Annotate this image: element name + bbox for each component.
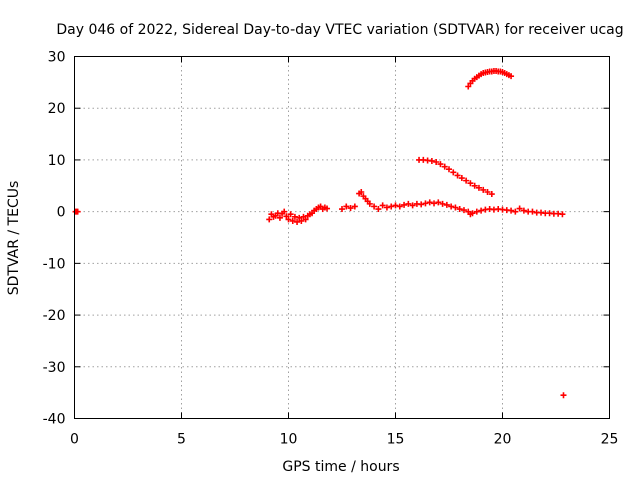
data-point <box>324 205 331 212</box>
data-point <box>471 182 478 189</box>
data-point <box>74 208 81 215</box>
data-point <box>529 208 536 215</box>
series-outlier <box>560 392 567 399</box>
data-point <box>512 208 519 215</box>
y-tick-label: -20 <box>43 308 66 324</box>
data-point <box>383 204 390 211</box>
data-point <box>469 210 476 217</box>
data-point <box>508 207 515 214</box>
y-tick-label: 20 <box>48 101 66 117</box>
data-point <box>475 184 482 191</box>
x-tick-label: 20 <box>494 432 512 448</box>
x-tick-label: 15 <box>387 432 405 448</box>
data-point <box>392 202 399 209</box>
data-point <box>443 201 450 208</box>
y-tick-label: 30 <box>48 50 66 66</box>
plot-frame <box>74 56 610 419</box>
data-point <box>508 73 515 80</box>
axis-ticks <box>74 56 610 419</box>
y-tick-label: 10 <box>48 153 66 169</box>
data-point <box>358 188 365 195</box>
data-point <box>351 203 358 210</box>
data-point <box>371 203 378 210</box>
series-upper-arc <box>465 67 515 90</box>
series-cluster-9-12h <box>266 203 331 225</box>
series-main-band-12-23h <box>339 188 566 218</box>
data-point <box>454 172 461 179</box>
data-point <box>465 83 472 90</box>
data-point <box>446 166 452 173</box>
series-isolated-early <box>72 208 81 215</box>
data-point <box>339 206 345 213</box>
data-point <box>289 217 296 224</box>
data-point <box>426 199 433 206</box>
data-point <box>302 216 309 223</box>
data-point <box>283 213 290 220</box>
data-point <box>396 203 403 210</box>
data-point <box>366 200 373 207</box>
data-point <box>516 205 523 212</box>
data-point <box>559 211 566 218</box>
y-tick-label: 0 <box>57 205 66 221</box>
data-points <box>72 67 567 399</box>
y-tick-label: -40 <box>43 412 66 428</box>
data-point <box>281 208 288 215</box>
data-point <box>388 203 395 210</box>
x-tick-label: 5 <box>177 432 186 448</box>
data-point <box>480 186 487 193</box>
data-point <box>291 213 298 220</box>
x-axis-label: GPS time / hours <box>282 459 399 475</box>
data-point <box>428 157 435 164</box>
data-point <box>560 392 567 399</box>
data-point <box>343 203 350 210</box>
data-point <box>437 161 444 168</box>
data-point <box>448 203 455 210</box>
chart-title: Day 046 of 2022, Sidereal Day-to-day VTE… <box>56 22 623 38</box>
data-point <box>347 205 354 212</box>
data-point <box>458 175 465 182</box>
data-point <box>431 200 438 207</box>
data-point <box>285 216 292 223</box>
data-point <box>294 218 301 225</box>
data-point <box>452 204 459 211</box>
data-point <box>276 214 283 221</box>
data-point <box>467 180 474 187</box>
data-point <box>405 200 412 207</box>
data-point <box>473 208 480 215</box>
data-point <box>296 214 303 221</box>
data-point <box>298 217 305 224</box>
tick-labels: 0 5 10 15 20 25 -40 -30 -20 -10 0 10 20 30 <box>43 50 619 448</box>
data-point <box>439 200 446 207</box>
series-descending-arc <box>416 156 495 198</box>
data-point <box>422 200 429 207</box>
data-point <box>375 206 382 213</box>
data-point <box>433 158 440 165</box>
y-tick-label: -30 <box>43 360 66 376</box>
data-point <box>441 163 448 170</box>
grid-lines <box>74 56 610 419</box>
y-axis-label: SDTVAR / TECUs <box>6 181 22 296</box>
x-tick-label: 0 <box>70 432 79 448</box>
data-point <box>460 207 467 214</box>
data-point <box>435 199 442 206</box>
data-point <box>520 207 527 214</box>
x-tick-label: 25 <box>601 432 619 448</box>
data-point <box>450 169 457 176</box>
data-point <box>484 188 491 195</box>
x-tick-label: 10 <box>280 432 298 448</box>
y-tick-label: -10 <box>43 256 66 272</box>
data-point <box>401 201 408 208</box>
data-point <box>488 191 495 198</box>
data-point <box>409 202 416 209</box>
data-point <box>456 206 463 213</box>
data-point <box>478 207 485 214</box>
data-point <box>287 211 294 218</box>
data-point <box>266 216 273 223</box>
data-point <box>463 177 470 184</box>
data-point <box>379 202 386 209</box>
data-point <box>418 201 425 208</box>
